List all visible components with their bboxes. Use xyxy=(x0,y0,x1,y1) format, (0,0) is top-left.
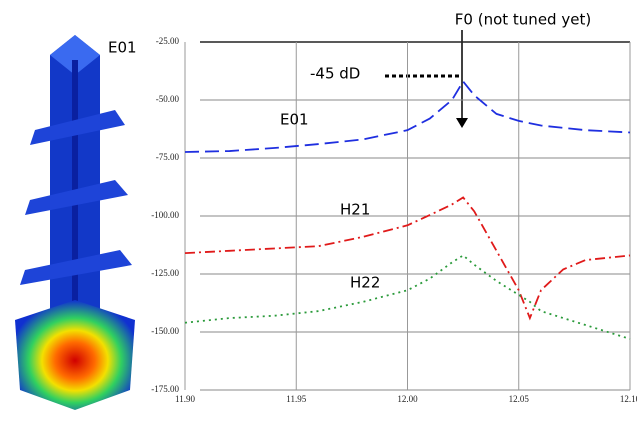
y-tick-label: -125.00 xyxy=(151,268,179,278)
y-tick-label: -175.00 xyxy=(151,384,179,394)
series-label: E01 xyxy=(280,111,309,129)
y-tick-label: -100.00 xyxy=(151,210,179,220)
x-tick-label: 11.90 xyxy=(175,394,195,404)
y-tick-label: -150.00 xyxy=(151,326,179,336)
annotation: -45 dD xyxy=(310,65,360,83)
annotation: F0 (not tuned yet) xyxy=(455,11,591,29)
y-tick-label: -50.00 xyxy=(156,94,180,104)
y-tick-label: -25.00 xyxy=(156,36,180,46)
x-tick-label: 11.95 xyxy=(286,394,306,404)
x-tick-label: 12.00 xyxy=(397,394,418,404)
series-label: H22 xyxy=(350,274,380,292)
chart: E01 F0 (not tuned yet) -45 dD -25.00 -50.… xyxy=(0,0,637,421)
model-label: E01 xyxy=(108,39,137,57)
arrow-head xyxy=(456,118,468,128)
series-label: H21 xyxy=(340,201,370,219)
x-tick-label: 12.10 xyxy=(620,394,637,404)
x-tick-label: 12.05 xyxy=(509,394,530,404)
y-tick-label: -75.00 xyxy=(156,152,180,162)
model-image xyxy=(15,35,135,410)
